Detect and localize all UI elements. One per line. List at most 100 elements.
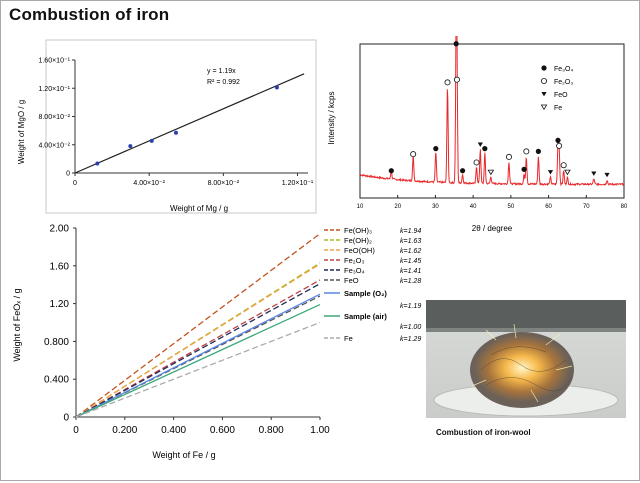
xrd-x-tick-label: 10	[357, 204, 364, 210]
mg-equation: y = 1.19x	[207, 68, 236, 75]
fe-x-tick-label: 0.400	[161, 425, 186, 436]
xrd-peak-marker	[591, 171, 597, 176]
fe-y-tick-label: 0	[63, 413, 69, 424]
xrd-x-tick-label: 50	[508, 204, 515, 210]
fe-legend-label: Sample (O₂)	[344, 289, 387, 298]
mg-data-point	[173, 130, 178, 135]
mg-r2: R² = 0.992	[207, 79, 240, 86]
fe-legend-k: k=1.41	[400, 268, 421, 275]
iron-wool-image	[426, 300, 626, 418]
xrd-peak-marker	[604, 172, 610, 178]
xrd-peak-marker	[535, 148, 541, 154]
fe-chart-panel: 0 0.400 0.800 1.20 1.60 2.00 0 0.200 0.400 0.600…	[4, 220, 424, 478]
xrd-peak-marker	[487, 169, 495, 176]
fe-series-line	[75, 233, 321, 418]
fe-series-line	[75, 283, 321, 418]
mg-fit-line	[74, 73, 305, 174]
fe-y-tick-label: 2.00	[50, 224, 70, 235]
fe-ylabel: Weight of FeOₓ / g	[12, 288, 22, 361]
mg-y-tick-label: 8.00×10⁻²	[38, 114, 70, 121]
xrd-xlabel: 2θ / degree	[472, 224, 513, 233]
fe-legend-k: k=1.45	[400, 258, 421, 265]
xrd-legend-marker	[540, 104, 548, 111]
fe-legend-label: Fe	[344, 334, 353, 343]
fe-series-line	[75, 303, 321, 418]
xrd-plot-frame	[359, 43, 625, 199]
fe-legend-label: FeO(OH)	[344, 246, 375, 255]
mg-data-point	[149, 138, 154, 143]
mg-y-tick-label: 1.20×10⁻¹	[38, 86, 70, 93]
fe-legend-k: k=1.63	[400, 238, 421, 245]
xrd-x-tick-label: 60	[545, 204, 552, 210]
xrd-peak-marker	[410, 151, 417, 158]
xrd-peak-marker	[547, 170, 554, 175]
xrd-peak-marker	[505, 153, 512, 160]
mg-chart-frame	[45, 39, 317, 214]
fe-y-tick-label: 1.60	[50, 261, 70, 272]
xrd-chart-panel: 10 20 30 40 50 60 70 80 Fe₃O₄ Fe₂O₃ FeO Fe 2θ / de…	[322, 0, 628, 238]
iron-wool-photo	[426, 300, 626, 418]
xrd-legend-marker	[541, 65, 547, 71]
xrd-peak-marker	[388, 168, 394, 174]
mg-x-tick-label: 8.00×10⁻²	[208, 180, 240, 187]
xrd-peak-marker	[473, 159, 480, 166]
fe-series-line	[75, 321, 321, 418]
xrd-legend-label: FeO	[554, 92, 568, 99]
xrd-peak-marker	[564, 169, 571, 176]
xrd-legend-label: Fe₃O₄	[554, 66, 573, 73]
mg-chart-panel: 0 4.00×10⁻² 8.00×10⁻² 1.20×10⁻¹ 1.60×10⁻¹ 0 4…	[6, 32, 320, 220]
fe-legend-k: k=1.94	[400, 228, 421, 235]
mg-data-point	[95, 161, 100, 166]
fe-legend-k: k=1.28	[400, 278, 421, 285]
xrd-peak-marker	[459, 168, 466, 174]
mg-data-point	[274, 85, 279, 90]
fe-legend-label: Sample (air)	[344, 312, 387, 321]
xrd-legend-label: Fe	[554, 105, 562, 112]
mg-x-tick-label: 4.00×10⁻²	[133, 180, 165, 187]
mg-xlabel: Weight of Mg / g	[170, 204, 228, 213]
mg-y-tick-label: 4.00×10⁻²	[38, 142, 70, 149]
mg-x-tick-label: 1.20×10⁻¹	[282, 180, 314, 187]
mg-ylabel: Weight of MgO / g	[17, 100, 26, 164]
fe-legend-label: Fe(OH)₂	[344, 236, 372, 245]
fe-legend-k: k=1.19	[400, 303, 421, 310]
fe-legend-k: k=1.00	[400, 324, 421, 331]
photo-caption: Combustion of iron-wool	[436, 428, 531, 437]
xrd-peak-marker	[521, 166, 527, 172]
xrd-peak-marker	[453, 76, 460, 83]
fe-x-tick-label: 1.00	[310, 425, 330, 436]
xrd-legend-marker	[540, 78, 547, 85]
xrd-chart: 10 20 30 40 50 60 70 80 Fe₃O₄ Fe₂O₃ FeO Fe 2θ / de…	[327, 0, 628, 233]
fe-legend-label: Fe(OH)₃	[344, 226, 372, 235]
fe-legend-k: k=1.29	[400, 336, 421, 343]
fe-series-line	[75, 263, 321, 418]
fe-chart: 0 0.400 0.800 1.20 1.60 2.00 0 0.200 0.400 0.600…	[12, 224, 421, 461]
fe-xlabel: Weight of Fe / g	[152, 450, 215, 460]
xrd-x-tick-label: 40	[470, 204, 477, 210]
xrd-legend-marker	[541, 92, 547, 97]
xrd-peak-marker	[555, 137, 561, 143]
xrd-peak-marker	[556, 142, 563, 149]
xrd-peak-marker	[453, 41, 459, 47]
fe-x-tick-label: 0.600	[210, 425, 235, 436]
mg-data-point	[128, 144, 133, 149]
xrd-pattern-line	[360, 0, 625, 187]
fe-legend-label: Fe₃O₄	[344, 266, 365, 275]
xrd-peak-marker	[523, 148, 530, 155]
xrd-x-tick-label: 80	[621, 204, 628, 210]
xrd-legend-label: Fe₂O₃	[554, 79, 573, 86]
mg-y-tick-label: 0	[66, 171, 70, 178]
fe-legend-label: Fe₂O₃	[344, 256, 365, 265]
fe-x-tick-label: 0	[73, 425, 79, 436]
mg-x-tick-label: 0	[73, 180, 77, 187]
xrd-x-tick-label: 20	[394, 204, 401, 210]
fe-y-tick-label: 0.400	[44, 375, 69, 386]
xrd-x-tick-label: 30	[432, 204, 439, 210]
xrd-ylabel: Intensity / kcps	[327, 92, 336, 145]
xrd-peak-marker	[560, 162, 567, 169]
fe-series-line	[75, 293, 321, 418]
mg-y-tick-label: 1.60×10⁻¹	[38, 58, 70, 65]
fe-y-tick-label: 1.20	[50, 299, 70, 310]
fe-x-tick-label: 0.800	[259, 425, 284, 436]
fe-x-tick-label: 0.200	[112, 425, 137, 436]
